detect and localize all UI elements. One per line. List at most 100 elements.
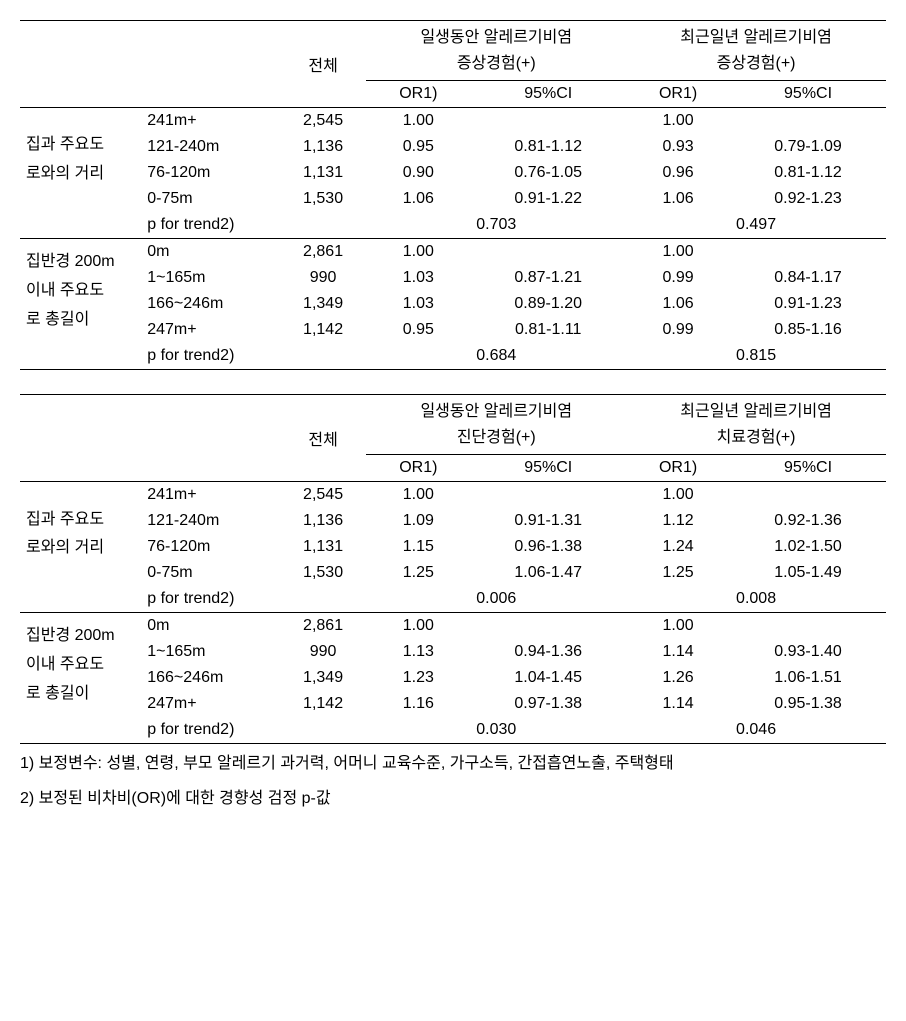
n-cell: 1,349 <box>280 291 367 317</box>
rowgroup-label-line: 로 총길이 <box>26 311 89 328</box>
or-cell: 1.06 <box>626 291 730 317</box>
cat-cell: 241m+ <box>141 108 280 135</box>
or-cell: 0.96 <box>626 160 730 186</box>
ci-cell: 1.06-1.47 <box>470 560 626 586</box>
ptrend-value: 0.815 <box>626 343 886 370</box>
ptrend-row: p for trend2) 0.030 0.046 <box>20 717 886 744</box>
ptrend-row: p for trend2) 0.006 0.008 <box>20 586 886 613</box>
col-group-recent-treatment: 최근일년 알레르기비염 치료경험(+) <box>626 395 886 455</box>
ci-cell <box>730 239 886 266</box>
n-cell: 1,136 <box>280 508 367 534</box>
ci-cell: 0.81-1.12 <box>470 134 626 160</box>
or-cell: 1.15 <box>366 534 470 560</box>
ci-cell: 0.91-1.22 <box>470 186 626 212</box>
ptrend-label: p for trend2) <box>141 212 280 239</box>
table-row: 76-120m 1,131 0.90 0.76-1.05 0.96 0.81-1… <box>20 160 886 186</box>
table-row: 247m+ 1,142 1.16 0.97-1.38 1.14 0.95-1.3… <box>20 691 886 717</box>
ci-cell: 0.92-1.23 <box>730 186 886 212</box>
ci-cell <box>470 108 626 135</box>
table-row: 집과 주요도 로와의 거리 241m+ 2,545 1.00 1.00 <box>20 482 886 509</box>
table-row: 1~165m 990 1.13 0.94-1.36 1.14 0.93-1.40 <box>20 639 886 665</box>
rowgroup-road-length: 집반경 200m 이내 주요도 로 총길이 <box>20 239 141 344</box>
n-cell: 990 <box>280 265 367 291</box>
n-cell: 2,861 <box>280 239 367 266</box>
ci-cell: 0.87-1.21 <box>470 265 626 291</box>
cat-cell: 1~165m <box>141 265 280 291</box>
ci-cell: 1.04-1.45 <box>470 665 626 691</box>
or-cell: 1.03 <box>366 291 470 317</box>
or-cell: 1.00 <box>366 613 470 640</box>
ptrend-value: 0.703 <box>366 212 626 239</box>
rowgroup-label-line: 집과 주요도 <box>26 136 104 153</box>
or-cell: 1.03 <box>366 265 470 291</box>
results-table-1: 전체 일생동안 알레르기비염 증상경험(+) 최근일년 알레르기비염 증상경험(… <box>20 20 886 370</box>
cat-cell: 241m+ <box>141 482 280 509</box>
ci-cell: 1.06-1.51 <box>730 665 886 691</box>
header-row-1: 전체 일생동안 알레르기비염 진단경험(+) 최근일년 알레르기비염 치료경험(… <box>20 395 886 455</box>
table-row: 76-120m 1,131 1.15 0.96-1.38 1.24 1.02-1… <box>20 534 886 560</box>
cat-cell: 247m+ <box>141 691 280 717</box>
ci-cell <box>470 239 626 266</box>
col-or2: OR1) <box>626 455 730 482</box>
col-group-lifetime-diagnosis: 일생동안 알레르기비염 진단경험(+) <box>366 395 626 455</box>
table-row: 집과 주요도 로와의 거리 241m+ 2,545 1.00 1.00 <box>20 108 886 135</box>
table-row: 집반경 200m 이내 주요도 로 총길이 0m 2,861 1.00 1.00 <box>20 613 886 640</box>
rowgroup-label-line: 이내 주요도 <box>26 282 104 299</box>
or-cell: 1.00 <box>626 108 730 135</box>
cat-cell: 121-240m <box>141 508 280 534</box>
or-cell: 1.13 <box>366 639 470 665</box>
rowgroup-label-line: 집반경 200m <box>26 253 115 270</box>
or-cell: 1.00 <box>366 239 470 266</box>
ptrend-label: p for trend2) <box>141 717 280 744</box>
results-table-2: 전체 일생동안 알레르기비염 진단경험(+) 최근일년 알레르기비염 치료경험(… <box>20 394 886 744</box>
n-cell: 1,142 <box>280 317 367 343</box>
ci-cell: 0.84-1.17 <box>730 265 886 291</box>
or-cell: 1.25 <box>366 560 470 586</box>
ci-cell: 1.02-1.50 <box>730 534 886 560</box>
rowgroup-road-distance: 집과 주요도 로와의 거리 <box>20 108 141 213</box>
or-cell: 0.95 <box>366 134 470 160</box>
or-cell: 0.99 <box>626 317 730 343</box>
ci-cell <box>730 482 886 509</box>
cat-cell: 247m+ <box>141 317 280 343</box>
n-cell: 1,136 <box>280 134 367 160</box>
col-or2: OR1) <box>626 81 730 108</box>
or-cell: 1.16 <box>366 691 470 717</box>
cat-cell: 0m <box>141 613 280 640</box>
cat-cell: 1~165m <box>141 639 280 665</box>
col-ci2: 95%CI <box>730 455 886 482</box>
ci-cell: 0.94-1.36 <box>470 639 626 665</box>
ptrend-value: 0.006 <box>366 586 626 613</box>
rowgroup-label-line: 로 총길이 <box>26 685 89 702</box>
rowgroup-road-length: 집반경 200m 이내 주요도 로 총길이 <box>20 613 141 718</box>
ci-cell: 0.91-1.31 <box>470 508 626 534</box>
or-cell: 1.06 <box>366 186 470 212</box>
or-cell: 1.00 <box>626 482 730 509</box>
n-cell: 2,545 <box>280 108 367 135</box>
ci-cell: 0.96-1.38 <box>470 534 626 560</box>
or-cell: 0.90 <box>366 160 470 186</box>
rowgroup-label-line: 집과 주요도 <box>26 511 104 528</box>
ci-cell <box>730 108 886 135</box>
n-cell: 1,530 <box>280 186 367 212</box>
ci-cell: 0.95-1.38 <box>730 691 886 717</box>
rowgroup-label-line: 집반경 200m <box>26 627 115 644</box>
cat-cell: 76-120m <box>141 160 280 186</box>
rowgroup-label-line: 로와의 거리 <box>26 165 104 182</box>
footnote-2: 2) 보정된 비차비(OR)에 대한 경향성 검정 p-값 <box>20 785 886 814</box>
table-row: 1~165m 990 1.03 0.87-1.21 0.99 0.84-1.17 <box>20 265 886 291</box>
or-cell: 1.00 <box>626 239 730 266</box>
col-total: 전체 <box>280 21 367 108</box>
n-cell: 990 <box>280 639 367 665</box>
table-row: 247m+ 1,142 0.95 0.81-1.11 0.99 0.85-1.1… <box>20 317 886 343</box>
ptrend-value: 0.497 <box>626 212 886 239</box>
ci-cell: 0.93-1.40 <box>730 639 886 665</box>
ptrend-value: 0.046 <box>626 717 886 744</box>
ci-cell <box>730 613 886 640</box>
or-cell: 1.00 <box>366 482 470 509</box>
col-or1: OR1) <box>366 81 470 108</box>
ptrend-label: p for trend2) <box>141 343 280 370</box>
table-row: 집반경 200m 이내 주요도 로 총길이 0m 2,861 1.00 1.00 <box>20 239 886 266</box>
col-group-lifetime-symptom: 일생동안 알레르기비염 증상경험(+) <box>366 21 626 81</box>
cat-cell: 0-75m <box>141 560 280 586</box>
